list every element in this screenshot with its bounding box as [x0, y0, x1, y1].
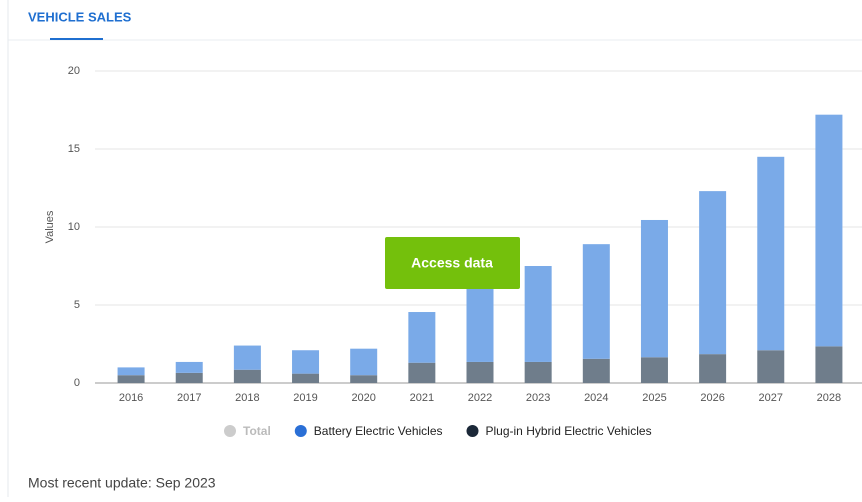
y-tick-label: 10: [68, 221, 80, 233]
x-tick-label: 2028: [817, 392, 841, 404]
x-tick-label: 2027: [759, 392, 783, 404]
y-tick-label: 0: [74, 377, 80, 389]
legend-dot[interactable]: [224, 425, 236, 437]
tab-label[interactable]: VEHICLE SALES: [28, 9, 132, 24]
x-tick-label: 2019: [293, 392, 317, 404]
bar-segment[interactable]: [117, 367, 145, 376]
bar-segment[interactable]: [699, 354, 727, 383]
bar-segment[interactable]: [524, 266, 552, 362]
bar-segment[interactable]: [350, 375, 378, 383]
bar-segment[interactable]: [815, 114, 843, 347]
x-tick-label: 2022: [468, 392, 492, 404]
bar-segment[interactable]: [292, 373, 320, 383]
plot: 0 5 10 15 20 2016 2017 2018 2019 2020 2021 2022 2023…: [68, 65, 862, 438]
access-data-text[interactable]: Access data: [411, 255, 493, 271]
x-tick-label: 2020: [351, 392, 375, 404]
bar-segment[interactable]: [117, 375, 145, 383]
legend-label[interactable]: Plug-in Hybrid Electric Vehicles: [486, 424, 652, 438]
y-tick-label: 15: [68, 143, 80, 155]
x-tick-label: 2016: [119, 392, 143, 404]
legend-dot[interactable]: [294, 425, 307, 437]
x-tick-label: 2025: [642, 392, 666, 404]
legend-label[interactable]: Total: [243, 424, 271, 438]
bar-segment[interactable]: [175, 372, 203, 383]
bar-segment[interactable]: [582, 358, 610, 383]
bar-segment[interactable]: [640, 357, 668, 383]
x-tick-label: 2021: [410, 392, 434, 404]
legend-label[interactable]: Battery Electric Vehicles: [314, 424, 443, 438]
bar-segment[interactable]: [815, 346, 843, 383]
y-tick-label: 5: [74, 299, 80, 311]
access-data-button[interactable]: [385, 237, 520, 289]
x-tick-label: 2017: [177, 392, 201, 404]
x-tick-label: 2026: [700, 392, 724, 404]
bar-segment[interactable]: [466, 361, 494, 383]
bar-segment[interactable]: [292, 350, 320, 374]
tab-underline: [50, 38, 103, 40]
bar-segment[interactable]: [233, 369, 261, 383]
x-tick-label: 2024: [584, 392, 608, 404]
x-tick-label: 2018: [235, 392, 259, 404]
x-tick-label: 2023: [526, 392, 550, 404]
y-tick-label: 20: [68, 65, 80, 77]
bar-segment[interactable]: [175, 361, 203, 373]
bar-segment[interactable]: [699, 191, 727, 355]
bar-segment[interactable]: [582, 244, 610, 359]
legend-dot[interactable]: [466, 425, 479, 437]
footer: Most recent update: Sep 2023: [28, 475, 216, 491]
bar-segment[interactable]: [757, 350, 785, 383]
bar-segment[interactable]: [350, 348, 378, 376]
bar-segment[interactable]: [466, 284, 494, 362]
bar-segment[interactable]: [408, 312, 436, 363]
bar-segment[interactable]: [233, 345, 261, 370]
bar-segment[interactable]: [640, 219, 668, 358]
bar-segment[interactable]: [524, 361, 552, 383]
bar-segment[interactable]: [757, 156, 785, 351]
y-axis-label: Values: [44, 210, 56, 243]
bar-segment[interactable]: [408, 362, 436, 383]
